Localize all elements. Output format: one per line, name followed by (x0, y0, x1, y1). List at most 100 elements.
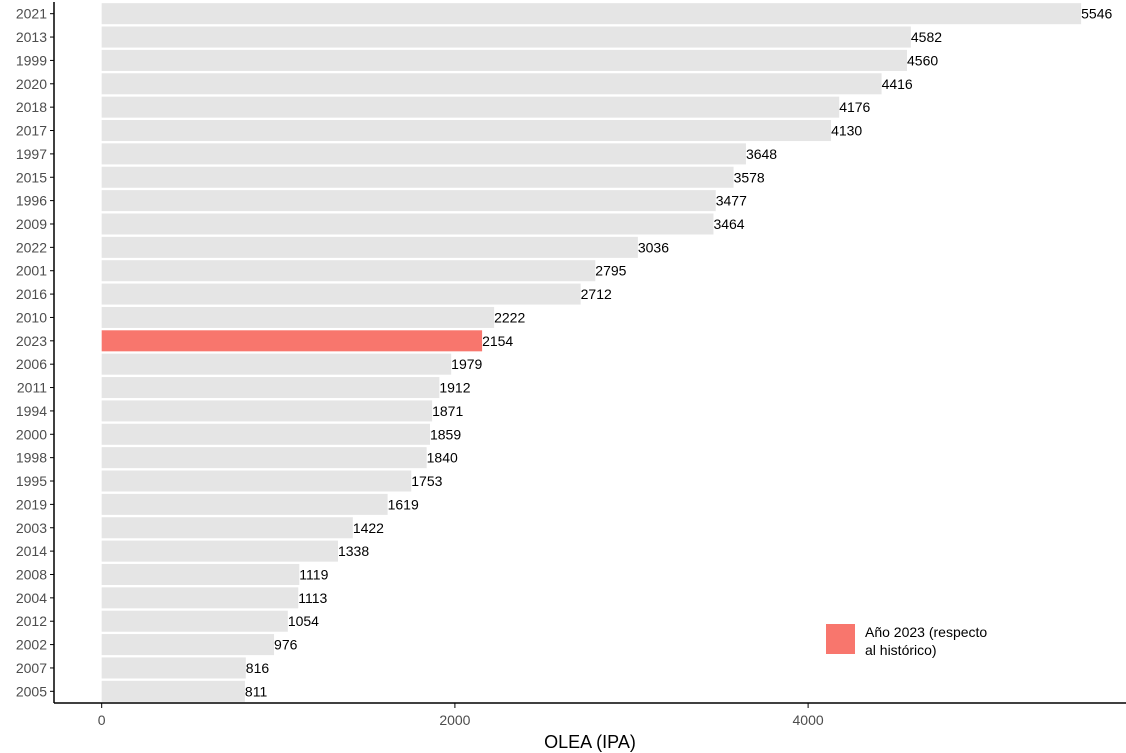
bar-1998 (101, 447, 427, 469)
y-tick-label-2003: 2003 (16, 520, 47, 536)
data-label-2010: 2222 (494, 309, 525, 325)
bar-2012 (101, 610, 288, 632)
data-label-2023: 2154 (482, 333, 513, 349)
data-label-2009: 3464 (713, 216, 744, 232)
x-axis-ticks: 0 2000 4000 (98, 703, 824, 728)
data-label-2003: 1422 (353, 520, 384, 536)
bar-2021 (101, 3, 1082, 25)
data-label-2004: 1113 (298, 590, 327, 606)
y-tick-label-2021: 2021 (16, 6, 47, 22)
legend-swatch (826, 624, 855, 654)
y-tick-label-2010: 2010 (16, 309, 47, 325)
x-tick-label-0: 0 (98, 712, 106, 728)
y-tick-label-2014: 2014 (16, 543, 47, 559)
data-label-2021: 5546 (1081, 6, 1112, 22)
data-label-2019: 1619 (388, 496, 419, 512)
bar-1997 (101, 143, 746, 165)
bar-2003 (101, 517, 353, 539)
data-label-2014: 1338 (338, 543, 369, 559)
y-tick-label-2006: 2006 (16, 356, 47, 372)
y-tick-label-2016: 2016 (16, 286, 47, 302)
data-label-1996: 3477 (716, 193, 747, 209)
data-label-2002: 976 (274, 637, 298, 653)
y-tick-label-2023: 2023 (16, 333, 47, 349)
y-tick-label-2002: 2002 (16, 637, 47, 653)
bars-group (101, 3, 1082, 702)
x-axis-title: OLEA (IPA) (544, 732, 636, 752)
y-tick-label-2001: 2001 (16, 263, 47, 279)
bar-2019 (101, 493, 388, 515)
data-label-2007: 816 (246, 660, 270, 676)
data-label-2022: 3036 (638, 239, 669, 255)
legend: Año 2023 (respecto al histórico) (826, 624, 991, 658)
data-label-1998: 1840 (427, 450, 458, 466)
bar-1999 (101, 49, 908, 71)
data-label-2020: 4416 (882, 76, 913, 92)
bar-2009 (101, 213, 714, 235)
y-tick-label-2012: 2012 (16, 613, 47, 629)
bar-2004 (101, 587, 299, 609)
legend-label-line1: Año 2023 (respecto (865, 624, 987, 640)
y-tick-label-1994: 1994 (16, 403, 47, 419)
data-label-2013: 4582 (911, 29, 942, 45)
data-label-1994: 1871 (432, 403, 463, 419)
y-tick-label-2009: 2009 (16, 216, 47, 232)
y-tick-label-2020: 2020 (16, 76, 47, 92)
y-tick-label-2000: 2000 (16, 426, 47, 442)
y-tick-label-2022: 2022 (16, 239, 47, 255)
y-tick-label-1999: 1999 (16, 52, 47, 68)
data-label-2011: 1912 (439, 380, 470, 396)
bar-2000 (101, 423, 430, 445)
data-label-2001: 2795 (595, 263, 626, 279)
bar-2016 (101, 283, 581, 305)
legend-label-line2: al histórico) (865, 642, 937, 658)
bar-2007 (101, 657, 246, 679)
bar-2013 (101, 26, 911, 48)
y-tick-label-2005: 2005 (16, 683, 47, 699)
y-tick-label-2018: 2018 (16, 99, 47, 115)
bar-2008 (101, 563, 300, 585)
data-label-2008: 1119 (299, 566, 328, 582)
x-tick-label-2000: 2000 (439, 712, 470, 728)
x-tick-label-4000: 4000 (793, 712, 824, 728)
bar-2002 (101, 634, 275, 656)
y-tick-label-2015: 2015 (16, 169, 47, 185)
y-tick-label-1997: 1997 (16, 146, 47, 162)
data-label-2006: 1979 (451, 356, 482, 372)
y-tick-label-2017: 2017 (16, 123, 47, 139)
y-tick-label-2004: 2004 (16, 590, 47, 606)
data-label-2015: 3578 (734, 169, 765, 185)
y-tick-label-2019: 2019 (16, 496, 47, 512)
bar-2020 (101, 73, 882, 95)
data-label-2016: 2712 (581, 286, 612, 302)
data-label-1999: 4560 (907, 52, 938, 68)
y-tick-label-2011: 2011 (17, 380, 47, 396)
bar-2001 (101, 260, 596, 282)
bar-2014 (101, 540, 338, 562)
bar-2011 (101, 377, 440, 399)
bar-2015 (101, 166, 734, 188)
y-axis-ticks: 2021 2013 1999 2020 2018 2017 1997 2015 1996 2009… (16, 6, 54, 699)
data-label-2000: 1859 (430, 426, 461, 442)
bar-2010 (101, 306, 495, 328)
data-label-2018: 4176 (839, 99, 870, 115)
y-tick-label-1998: 1998 (16, 450, 47, 466)
y-tick-label-1996: 1996 (16, 193, 47, 209)
data-label-2012: 1054 (288, 613, 319, 629)
bar-1996 (101, 190, 716, 212)
y-tick-label-2007: 2007 (16, 660, 47, 676)
data-label-1995: 1753 (411, 473, 442, 489)
y-tick-label-2008: 2008 (16, 566, 47, 582)
bar-1994 (101, 400, 433, 422)
bar-2022 (101, 236, 638, 258)
bar-2005 (101, 680, 245, 702)
y-tick-label-1995: 1995 (16, 473, 47, 489)
legend-label: Año 2023 (respecto al histórico) (865, 624, 991, 658)
data-labels-group: 5546 4582 4560 4416 4176 4130 3648 3578 3477 3464… (245, 6, 1113, 700)
bar-2006 (101, 353, 452, 375)
data-label-2017: 4130 (831, 123, 862, 139)
data-label-1997: 3648 (746, 146, 777, 162)
data-label-2005: 811 (245, 683, 268, 699)
bar-1995 (101, 470, 412, 492)
